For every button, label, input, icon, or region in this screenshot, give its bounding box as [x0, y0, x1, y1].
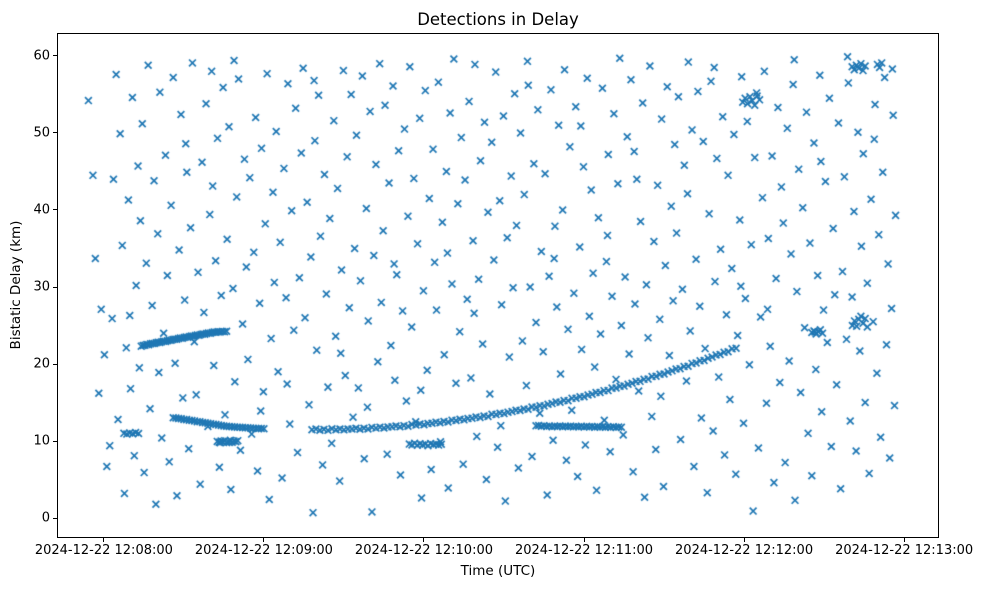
x-tick-mark — [583, 538, 585, 542]
x-tick-label: 2024-12-22 12:11:00 — [514, 543, 654, 558]
y-tick-mark — [53, 132, 57, 134]
x-tick-label: 2024-12-22 12:09:00 — [194, 543, 333, 558]
scatter-points-canvas — [58, 34, 938, 537]
plot-area — [57, 33, 939, 538]
x-tick-mark — [263, 538, 265, 542]
y-tick-label: 50 — [33, 125, 50, 141]
x-tick-label: 2024-12-22 12:08:00 — [34, 543, 173, 558]
x-tick-label: 2024-12-22 12:10:00 — [354, 543, 494, 558]
x-tick-mark — [903, 538, 905, 542]
y-tick-mark — [53, 440, 57, 442]
x-tick-label: 2024-12-22 12:13:00 — [835, 543, 974, 558]
y-tick-label: 0 — [41, 510, 50, 526]
y-tick-label: 30 — [33, 279, 50, 295]
chart-title: Detections in Delay — [417, 10, 579, 29]
y-tick-label: 60 — [33, 48, 50, 64]
y-tick-mark — [53, 55, 57, 57]
x-tick-mark — [103, 538, 105, 542]
y-tick-label: 40 — [33, 202, 50, 218]
y-tick-label: 20 — [33, 356, 50, 372]
x-axis-label: Time (UTC) — [460, 563, 536, 579]
y-tick-mark — [53, 209, 57, 211]
x-tick-label: 2024-12-22 12:12:00 — [675, 543, 814, 558]
y-tick-mark — [53, 517, 57, 519]
x-tick-mark — [743, 538, 745, 542]
y-tick-mark — [53, 286, 57, 288]
y-tick-mark — [53, 363, 57, 365]
x-tick-mark — [423, 538, 425, 542]
y-tick-label: 10 — [33, 433, 50, 449]
